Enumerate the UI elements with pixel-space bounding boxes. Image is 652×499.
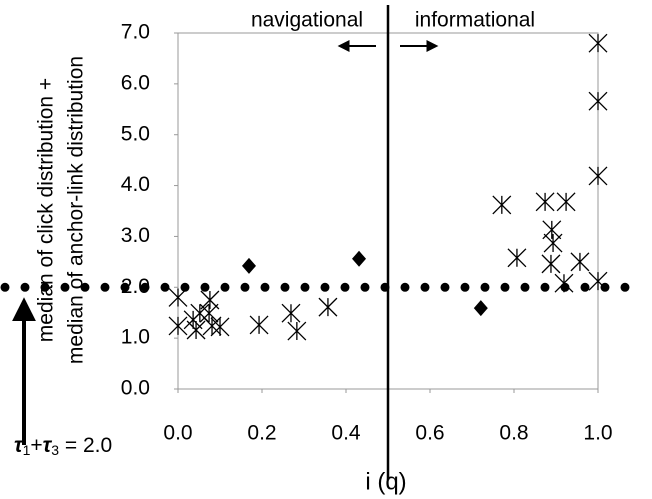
x-tick-label: 0.8 [499, 422, 528, 445]
asterisk-point [541, 254, 561, 274]
asterisk-point [210, 317, 230, 337]
asterisk-point [492, 195, 512, 215]
asterisk-point [543, 233, 563, 253]
asterisk-point [186, 320, 206, 340]
asterisk-point [168, 287, 188, 307]
asterisk-point [202, 316, 222, 336]
y-axis-label: median of anchor-link distribution [65, 56, 88, 364]
asterisk-point [588, 271, 608, 291]
diamond-point [241, 257, 256, 274]
x-axis-label: i (q) [365, 468, 406, 495]
region-label: informational [415, 9, 535, 32]
region-label: navigational [251, 9, 363, 32]
asterisk-point [168, 316, 188, 336]
asterisk-point [570, 252, 590, 272]
y-tick-label: 4.0 [121, 173, 150, 196]
asterisk-point [556, 192, 576, 212]
asterisk-point [200, 290, 220, 310]
x-tick-label: 1.0 [583, 422, 612, 445]
asterisk-point [287, 321, 307, 341]
diamond-point [473, 300, 488, 317]
x-tick-label: 0.0 [163, 422, 192, 445]
asterisk-point [535, 192, 555, 212]
asterisk-point [318, 297, 338, 317]
threshold-label: τ1+τ3 = 2.0 [14, 434, 112, 458]
asterisk-point [507, 248, 527, 268]
y-tick-label: 1.0 [121, 326, 150, 349]
y-tick-label: 5.0 [121, 122, 150, 145]
asterisk-point [588, 91, 608, 111]
x-tick-label: 0.2 [247, 422, 276, 445]
asterisk-point [554, 273, 574, 293]
y-tick-label: 6.0 [121, 71, 150, 94]
asterisk-point [249, 315, 269, 335]
diamond-point [352, 250, 367, 267]
x-tick-label: 0.4 [331, 422, 361, 445]
asterisk-point [281, 303, 301, 323]
x-tick-label: 0.6 [415, 422, 444, 445]
y-tick-label: 3.0 [121, 224, 150, 247]
y-tick-label: 7.0 [121, 21, 150, 44]
y-tick-label: 2.0 [121, 275, 150, 298]
asterisk-point [588, 33, 608, 53]
asterisk-point [588, 166, 608, 186]
y-axis-label: median of click distribution + [35, 78, 58, 342]
y-tick-label: 0.0 [121, 377, 150, 400]
